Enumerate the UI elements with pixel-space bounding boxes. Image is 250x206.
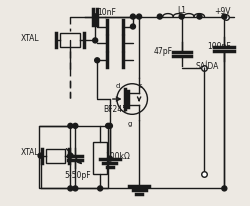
Circle shape bbox=[73, 124, 78, 129]
Text: 47pF: 47pF bbox=[154, 47, 173, 56]
Circle shape bbox=[222, 186, 227, 191]
Circle shape bbox=[68, 153, 73, 158]
Circle shape bbox=[93, 15, 98, 20]
Circle shape bbox=[93, 39, 98, 44]
Text: XTAL: XTAL bbox=[21, 34, 39, 43]
Circle shape bbox=[108, 156, 112, 161]
Circle shape bbox=[93, 15, 98, 20]
Text: g: g bbox=[128, 120, 132, 126]
Text: XTAL: XTAL bbox=[21, 147, 39, 156]
Text: 100kΩ: 100kΩ bbox=[105, 151, 130, 160]
Text: 5-50pF: 5-50pF bbox=[64, 171, 91, 180]
Circle shape bbox=[130, 25, 136, 30]
Circle shape bbox=[197, 15, 202, 20]
Circle shape bbox=[95, 59, 100, 63]
Circle shape bbox=[73, 186, 78, 191]
Bar bbox=[60, 34, 80, 48]
Circle shape bbox=[130, 15, 136, 20]
Circle shape bbox=[157, 15, 162, 20]
Circle shape bbox=[136, 186, 141, 191]
Bar bbox=[46, 149, 66, 163]
Circle shape bbox=[98, 186, 103, 191]
Text: SAÍDA: SAÍDA bbox=[196, 62, 219, 71]
Circle shape bbox=[106, 124, 110, 129]
Bar bbox=[93, 142, 107, 174]
Bar bbox=[38, 126, 108, 188]
Text: 100nF: 100nF bbox=[208, 42, 231, 51]
Circle shape bbox=[108, 124, 112, 129]
Text: d: d bbox=[116, 83, 120, 89]
Circle shape bbox=[222, 15, 227, 20]
Text: +9V: +9V bbox=[214, 7, 231, 15]
Circle shape bbox=[68, 186, 73, 191]
Circle shape bbox=[179, 15, 184, 20]
Circle shape bbox=[68, 124, 73, 129]
Text: BF245: BF245 bbox=[103, 104, 127, 113]
Text: L1: L1 bbox=[178, 6, 187, 15]
Circle shape bbox=[38, 153, 43, 158]
Text: 10nF: 10nF bbox=[97, 8, 116, 16]
Circle shape bbox=[136, 15, 141, 20]
Text: s: s bbox=[139, 83, 142, 89]
